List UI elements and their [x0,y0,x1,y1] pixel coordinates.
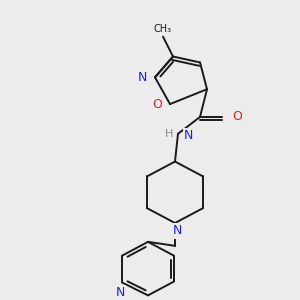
Text: N: N [138,71,147,84]
Text: H: H [165,129,173,139]
Text: CH₃: CH₃ [154,24,172,34]
Text: O: O [232,110,242,124]
Text: N: N [184,129,194,142]
Text: N: N [115,286,125,299]
Text: N: N [172,224,182,237]
Text: O: O [152,98,162,111]
